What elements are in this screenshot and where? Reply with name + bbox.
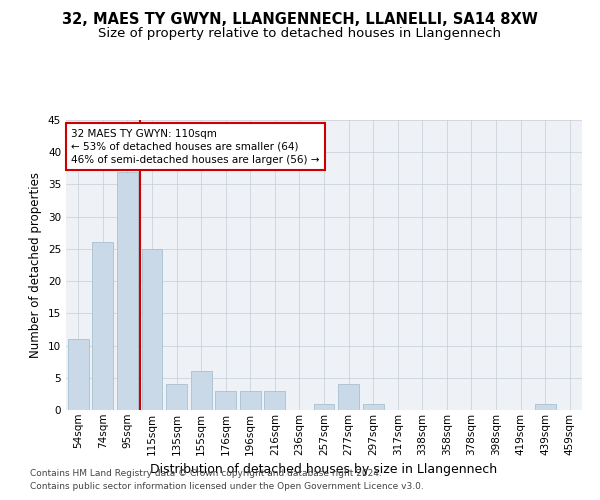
Bar xyxy=(215,390,236,410)
Text: Size of property relative to detached houses in Llangennech: Size of property relative to detached ho… xyxy=(98,28,502,40)
Text: 32, MAES TY GWYN, LLANGENNECH, LLANELLI, SA14 8XW: 32, MAES TY GWYN, LLANGENNECH, LLANELLI,… xyxy=(62,12,538,28)
Bar xyxy=(314,404,334,410)
Y-axis label: Number of detached properties: Number of detached properties xyxy=(29,172,43,358)
Bar xyxy=(166,384,187,410)
Bar xyxy=(338,384,359,410)
Bar xyxy=(142,249,163,410)
Text: Contains public sector information licensed under the Open Government Licence v3: Contains public sector information licen… xyxy=(30,482,424,491)
Bar xyxy=(92,242,113,410)
Text: 32 MAES TY GWYN: 110sqm
← 53% of detached houses are smaller (64)
46% of semi-de: 32 MAES TY GWYN: 110sqm ← 53% of detache… xyxy=(71,128,320,165)
Text: Contains HM Land Registry data © Crown copyright and database right 2024.: Contains HM Land Registry data © Crown c… xyxy=(30,468,382,477)
Bar xyxy=(191,372,212,410)
Bar xyxy=(68,339,89,410)
Bar xyxy=(240,390,261,410)
X-axis label: Distribution of detached houses by size in Llangennech: Distribution of detached houses by size … xyxy=(151,463,497,476)
Bar xyxy=(535,404,556,410)
Bar xyxy=(117,172,138,410)
Bar xyxy=(362,404,383,410)
Bar xyxy=(265,390,286,410)
